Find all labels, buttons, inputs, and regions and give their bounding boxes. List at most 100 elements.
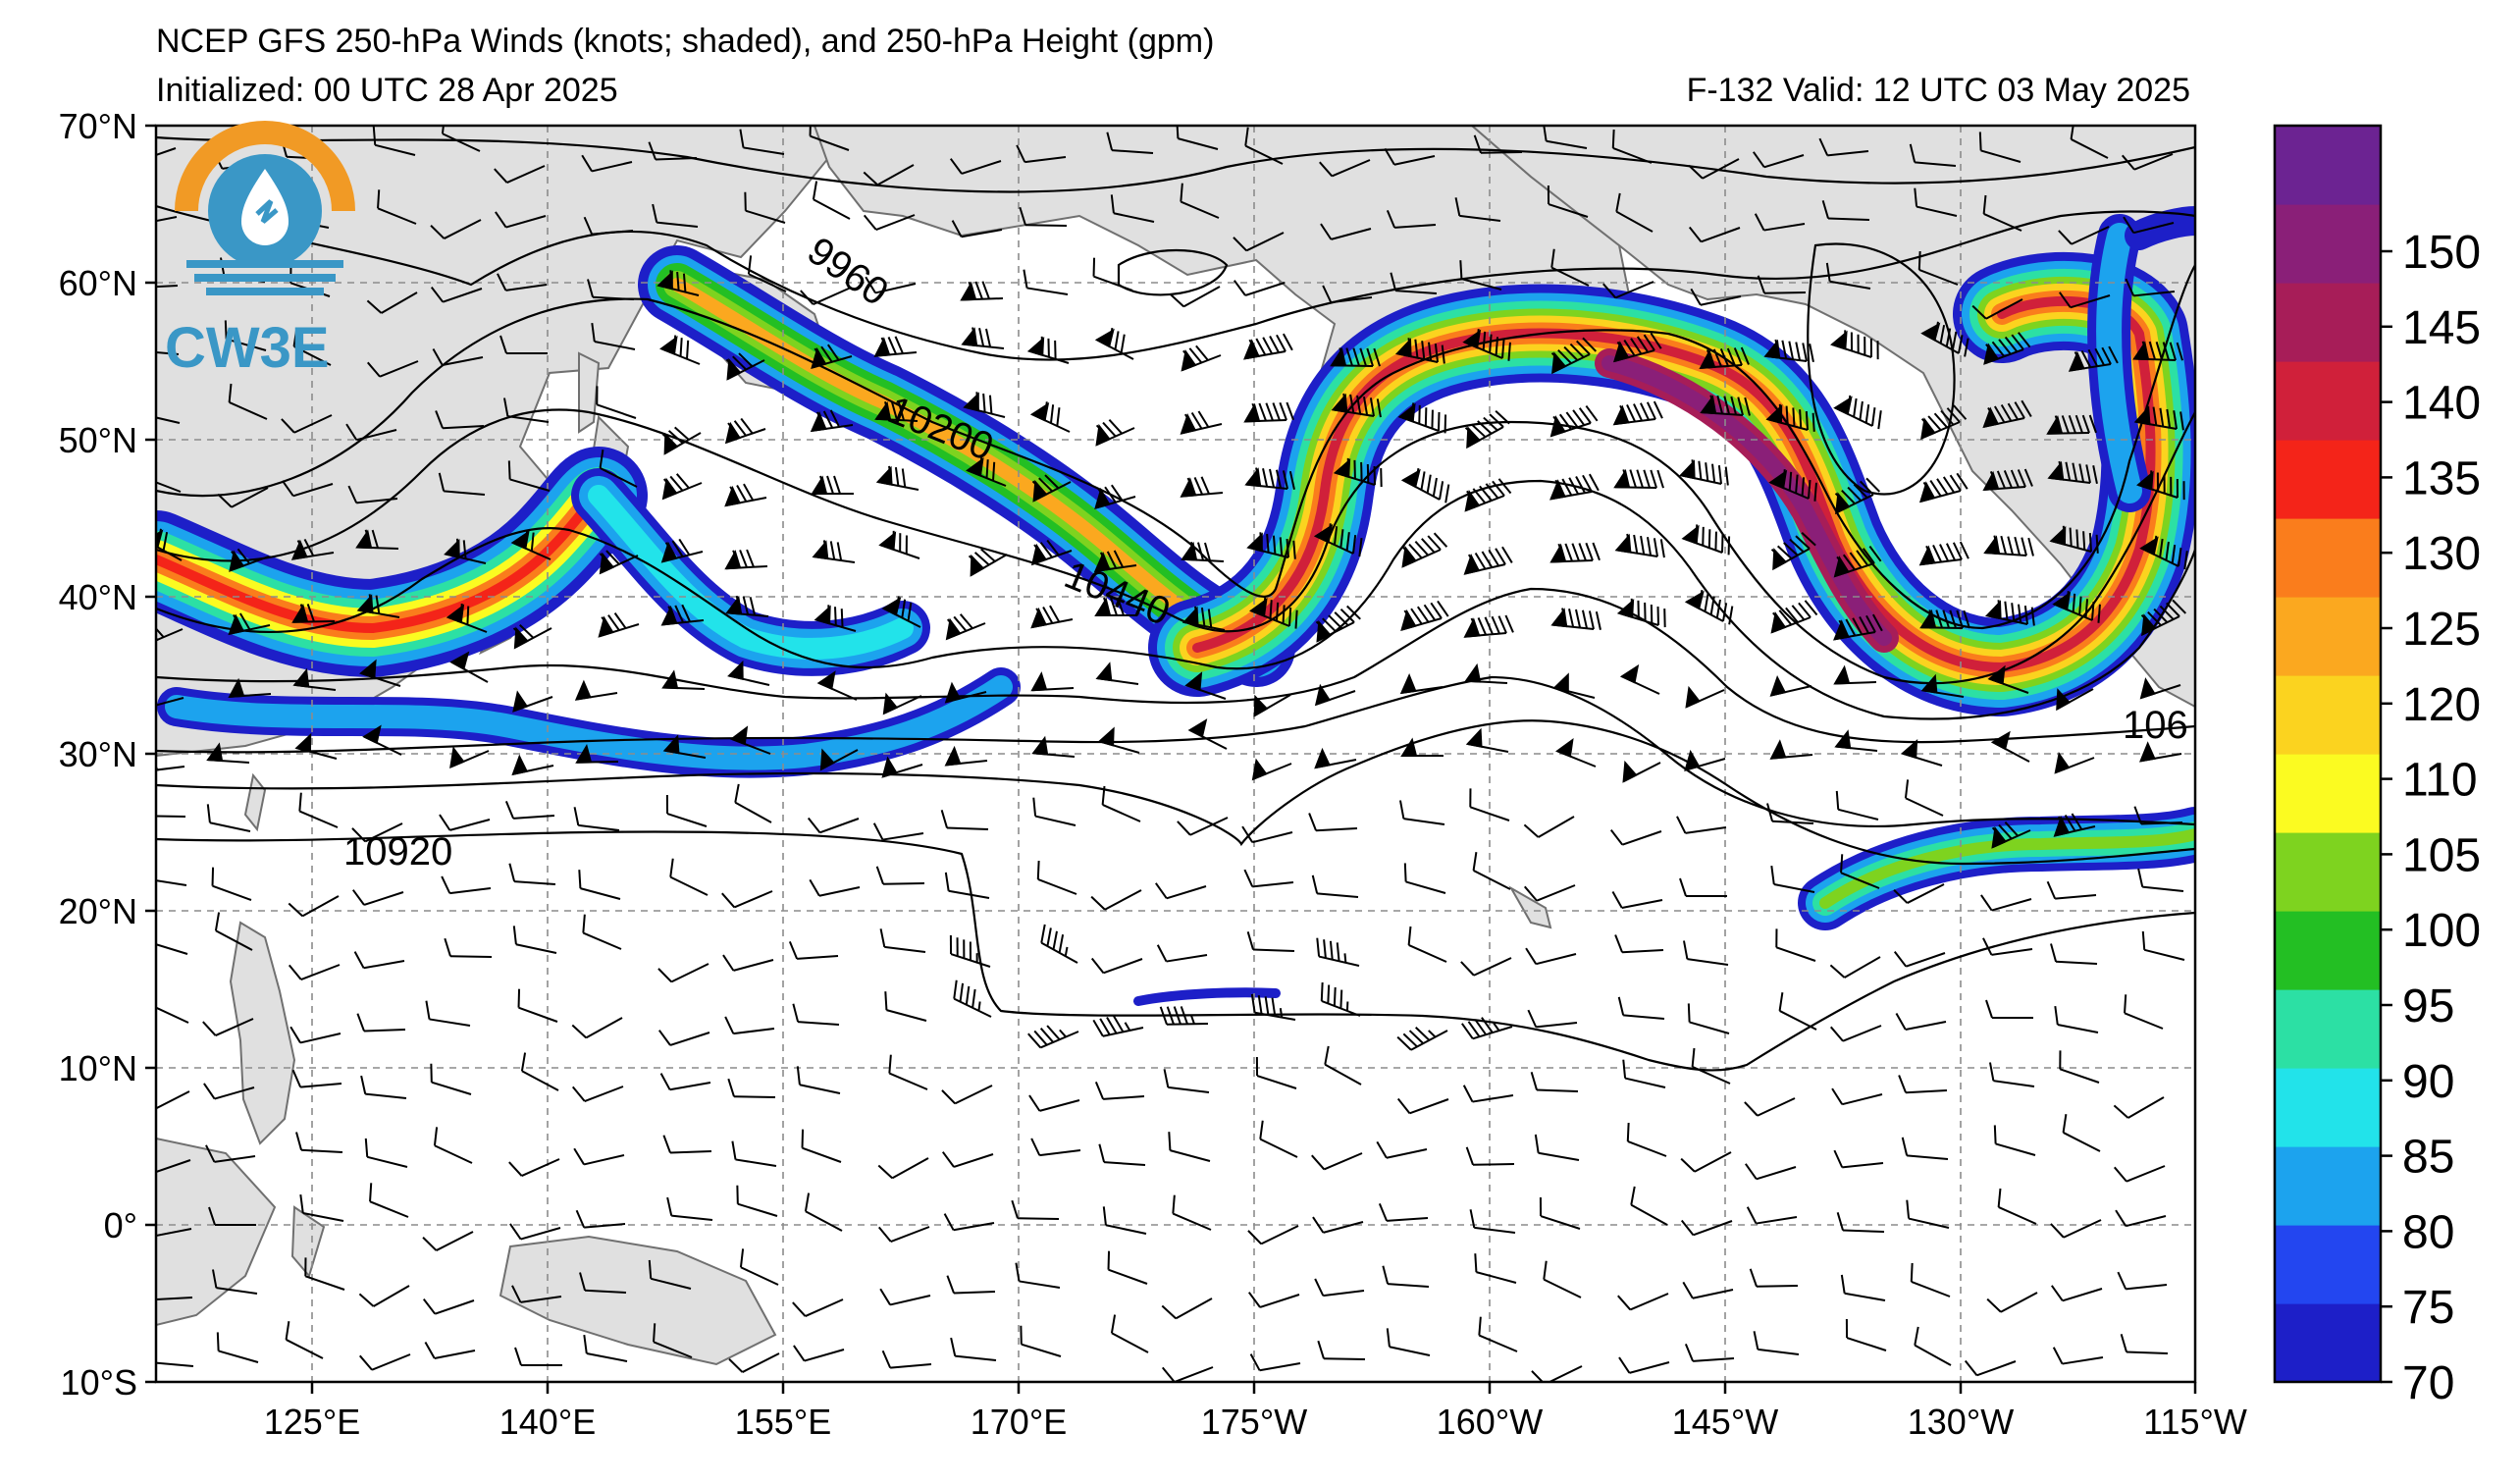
wind-barb (1691, 1047, 1731, 1085)
wind-barb (881, 756, 923, 778)
wind-barb (819, 748, 859, 771)
lat-label: 50°N (59, 420, 137, 460)
wind-barb (809, 878, 861, 897)
wind-barb (652, 203, 699, 228)
wind-barb (875, 866, 925, 885)
wind-barb (364, 1138, 408, 1168)
wind-barb (1155, 882, 1207, 900)
longitude-labels: 125°E 140°E 155°E 170°E 175°W 160°W 145°… (264, 1402, 2247, 1442)
wind-barb (497, 273, 548, 291)
logo-waves (186, 260, 343, 268)
colorbar-bin (2275, 440, 2381, 519)
wind-barb (1611, 890, 1663, 909)
wind-barb (356, 1013, 406, 1033)
wind-barb (1330, 346, 1381, 367)
wind-barb (661, 669, 706, 690)
wind-barb (424, 1341, 476, 1359)
wind-barb (2115, 1209, 2167, 1228)
colorbar-label: 120 (2402, 679, 2481, 731)
wind-barb (1461, 1017, 1513, 1040)
wind-shading-band (165, 675, 1013, 770)
wind-barb (599, 550, 639, 575)
wind-barb (1893, 883, 1945, 904)
wind-barb (1015, 1262, 1061, 1289)
wind-barb (793, 1345, 845, 1362)
lon-label: 155°E (735, 1402, 831, 1442)
wind-barb (1985, 999, 2033, 1019)
land-philippines (229, 921, 296, 1145)
wind-barb (1901, 1137, 1949, 1160)
wind-barb (444, 538, 487, 564)
wind-barb (816, 670, 858, 701)
lat-label: 40°N (59, 577, 137, 617)
wind-barb (1982, 194, 2022, 232)
wind-barb (1840, 1274, 1886, 1301)
wind-barb (438, 472, 486, 496)
wind-barb (1765, 403, 1815, 432)
wind-barb (582, 914, 622, 950)
wind-barb (950, 1337, 997, 1361)
wind-barb (1400, 737, 1444, 757)
wind-barb (949, 158, 1002, 175)
colorbar-bin (2275, 1068, 2381, 1147)
wind-barb (727, 1078, 776, 1098)
wind-barb (1177, 817, 1229, 836)
wind-barb (156, 940, 188, 955)
wind-barb (2139, 741, 2182, 763)
wind-barb (1320, 223, 1372, 240)
wind-barb (2054, 752, 2095, 774)
wind-barb (878, 530, 920, 559)
wind-barb (1026, 336, 1070, 364)
wind-barb (583, 1335, 628, 1362)
wind-barb (1243, 333, 1293, 360)
wind-barb (804, 1192, 843, 1232)
colorbar-bin (2275, 361, 2381, 441)
wind-barb (1834, 477, 1881, 515)
wind-barb (1315, 605, 1361, 643)
wind-barb (728, 1352, 780, 1373)
wind-barb (1753, 151, 1805, 169)
wind-barb (441, 126, 481, 152)
wind-barb (1163, 1069, 1210, 1093)
wind-barb (1180, 476, 1224, 498)
wind-barb (1684, 589, 1734, 625)
wind-barb (511, 1285, 562, 1303)
wind-barb (1744, 1097, 1796, 1117)
wind-barb (1525, 947, 1577, 966)
wind-barb (1472, 852, 1511, 890)
wind-barb (508, 1158, 560, 1177)
wind-barb (1611, 129, 1653, 164)
wind-barb (1255, 1057, 1297, 1089)
wind-barb (879, 928, 926, 953)
wind-barb (1549, 473, 1600, 501)
wind-barb (1769, 739, 1813, 760)
wind-barb (1523, 884, 1576, 902)
wind-barb (206, 742, 250, 764)
wind-barb (1181, 344, 1222, 372)
wind-barb (656, 270, 700, 296)
wind-barb (2054, 1006, 2099, 1033)
wind-barb (949, 935, 991, 968)
wind-barb (1775, 928, 1816, 962)
wind-barb (1019, 206, 1068, 227)
wind-barb (156, 622, 184, 648)
wind-barb (1168, 1132, 1211, 1162)
wind-barb (288, 964, 341, 980)
wind-barb (2062, 1114, 2101, 1152)
wind-barb (1991, 821, 2031, 849)
wind-barb (1753, 1331, 1800, 1355)
wind-barb (1622, 1059, 1666, 1088)
wind-shading-band (2125, 206, 2195, 250)
wind-barb (495, 211, 547, 229)
wind-barb (598, 612, 640, 638)
wind-barb (1172, 1194, 1212, 1231)
wind-barb (1314, 683, 1356, 707)
wind-barb (1543, 1260, 1582, 1298)
wind-barb (217, 487, 269, 508)
wind-barb (1333, 457, 1383, 488)
wind-barb (1831, 1087, 1883, 1106)
wind-barb (1243, 401, 1294, 423)
land-new-guinea (499, 1235, 777, 1366)
wind-barb (573, 1147, 625, 1166)
height-contours (156, 135, 2195, 1072)
